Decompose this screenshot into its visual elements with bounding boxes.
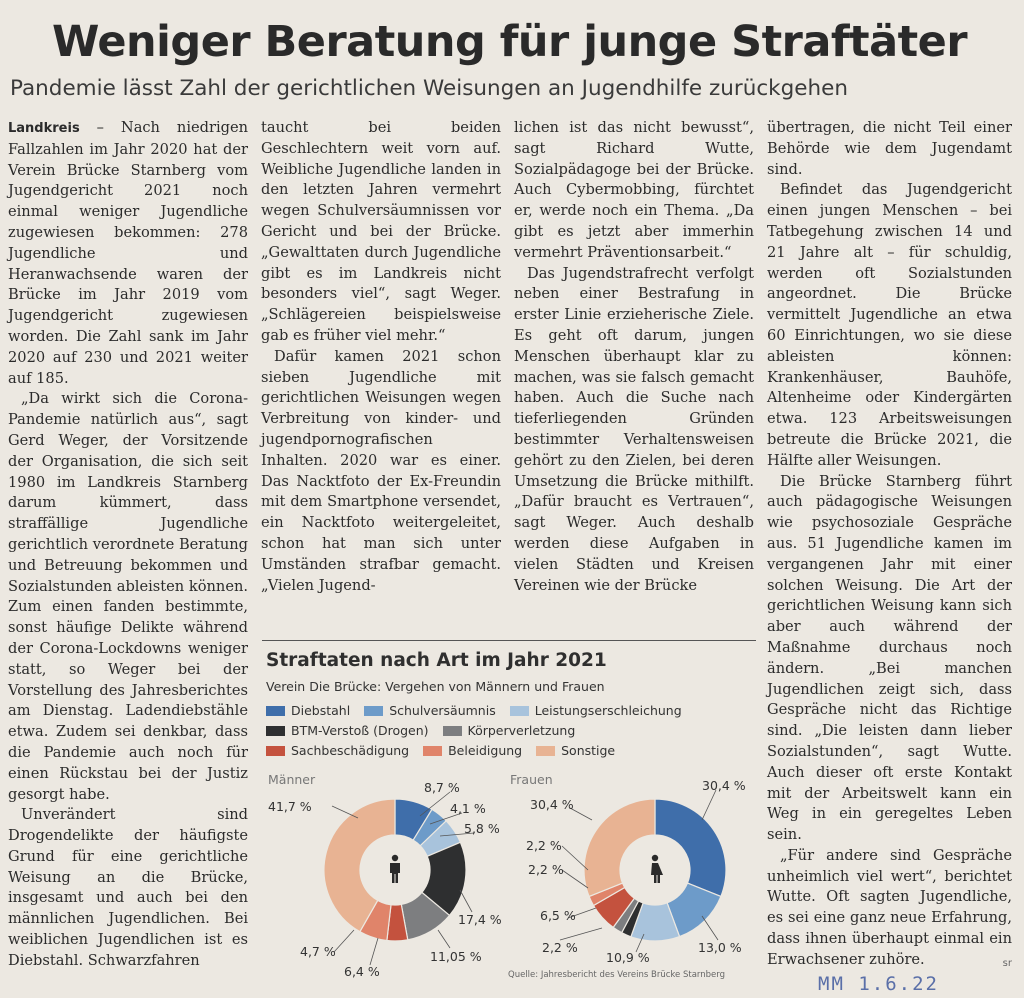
- pie-slice: [583, 798, 656, 898]
- legend-swatch: [423, 746, 443, 756]
- headline: Weniger Beratung für junge Straftäter: [52, 17, 968, 67]
- legend-item: Körperverletzung: [442, 723, 576, 738]
- leader-line: [701, 915, 719, 941]
- leader-line: [561, 845, 589, 871]
- pie-label: 17,4 %: [458, 912, 502, 927]
- infographic-top-rule: [262, 640, 756, 641]
- paragraph: „Für andere sind Gespräche unheimlich vi…: [767, 846, 1012, 971]
- paragraph: Befindet das Jugendgericht einen jungen …: [767, 181, 1012, 469]
- legend-label: Diebstahl: [291, 703, 351, 718]
- legend-item: Beleidigung: [423, 743, 522, 758]
- legend-swatch: [364, 706, 384, 716]
- paragraph: taucht bei beiden Geschlechtern weit vor…: [261, 119, 501, 344]
- leader-line: [459, 889, 473, 913]
- legend-label: Körperverletzung: [467, 723, 576, 738]
- leader-line: [439, 832, 475, 837]
- pie-label: 6,4 %: [344, 964, 380, 979]
- legend-swatch: [442, 726, 462, 736]
- legend-item: BTM-Verstoß (Drogen): [266, 723, 429, 738]
- pie-label: 10,9 %: [606, 950, 650, 965]
- article-column-1: Landkreis – Nach niedrigen Fallzahlen im…: [8, 118, 248, 984]
- legend-swatch: [266, 706, 285, 716]
- chart-legend: Diebstahl Schulversäumnis Leistungsersch…: [266, 702, 756, 762]
- pie-label: 6,5 %: [540, 908, 576, 923]
- leader-line: [635, 933, 645, 953]
- legend-swatch: [266, 746, 285, 756]
- legend-item: Leistungserschleichung: [509, 703, 682, 718]
- paragraph: Die Brücke Starnberg führt auch pädagogi…: [767, 472, 1012, 844]
- subheadline: Pandemie lässt Zahl der gerichtlichen We…: [10, 76, 848, 101]
- legend-row: Sachbeschädigung Beleidigung Sonstige: [266, 742, 756, 762]
- pie-label: 30,4 %: [702, 778, 746, 793]
- infographic: Straftaten nach Art im Jahr 2021 Verein …: [262, 640, 756, 992]
- pie-label: 11,05 %: [430, 949, 482, 964]
- paragraph: lichen ist das nicht bewusst“, sagt Rich…: [514, 119, 754, 261]
- chart-source: Quelle: Jahresbericht des Vereins Brücke…: [508, 970, 725, 980]
- leader-line: [429, 812, 463, 825]
- leader-line: [419, 791, 451, 817]
- legend-item: Sonstige: [536, 743, 615, 758]
- article-column-4: übertragen, die nicht Teil einer Behörde…: [767, 118, 1012, 984]
- pie-label: 30,4 %: [530, 797, 574, 812]
- legend-label: Sonstige: [561, 743, 616, 758]
- pie-label: 2,2 %: [528, 862, 564, 877]
- leader-line: [567, 907, 597, 919]
- paragraph: Landkreis – Nach niedrigen Fallzahlen im…: [8, 118, 248, 389]
- article-column-2: taucht bei beiden Geschlechtern weit vor…: [261, 118, 501, 618]
- pie-slice: [654, 798, 727, 898]
- article-column-3: lichen ist das nicht bewusst“, sagt Rich…: [514, 118, 754, 618]
- legend-label: Schulversäumnis: [389, 703, 496, 718]
- leader-line: [369, 937, 379, 966]
- handwritten-date-stamp: MM 1.6.22: [818, 973, 939, 995]
- pie-label: 4,7 %: [300, 944, 336, 959]
- legend-item: Schulversäumnis: [364, 703, 496, 718]
- chart-subtitle: Verein Die Brücke: Vergehen von Männern …: [266, 679, 605, 694]
- legend-label: BTM-Verstoß (Drogen): [291, 723, 429, 738]
- legend-item: Sachbeschädigung: [266, 743, 409, 758]
- legend-label: Beleidigung: [448, 743, 523, 758]
- pie-label: 2,2 %: [526, 838, 562, 853]
- author-initials: sr: [1002, 957, 1012, 969]
- legend-row: BTM-Verstoß (Drogen) Körperverletzung: [266, 722, 756, 742]
- paragraph: übertragen, die nicht Teil einer Behörde…: [767, 119, 1012, 178]
- paragraph: „Da wirkt sich die Corona-Pandemie natür…: [8, 390, 248, 803]
- legend-item: Diebstahl: [266, 703, 350, 718]
- female-icon: [651, 854, 663, 883]
- chart-title: Straftaten nach Art im Jahr 2021: [266, 650, 607, 671]
- pie-label: 8,7 %: [424, 780, 460, 795]
- pie-label: 41,7 %: [268, 799, 312, 814]
- legend-label: Leistungserschleichung: [534, 703, 682, 718]
- paragraph: Unverändert sind Drogendelikte der häufi…: [8, 806, 248, 969]
- group-label-frauen: Frauen: [510, 772, 553, 787]
- pie-label: 5,8 %: [464, 821, 500, 836]
- legend-swatch: [509, 706, 529, 716]
- pie-label: 2,2 %: [542, 940, 578, 955]
- paragraph-text: – Nach niedrigen Fallzahlen im Jahr 2020…: [8, 119, 248, 387]
- pie-label: 4,1 %: [450, 801, 486, 816]
- leader-line: [331, 805, 359, 819]
- leader-line: [701, 789, 717, 821]
- leader-line: [559, 927, 603, 941]
- dateline: Landkreis: [8, 121, 80, 136]
- pie-charts: [323, 789, 727, 966]
- legend-label: Sachbeschädigung: [291, 743, 410, 758]
- legend-row: Diebstahl Schulversäumnis Leistungsersch…: [266, 702, 756, 722]
- pie-label: 13,0 %: [698, 940, 742, 955]
- paragraph: Das Jugendstrafrecht verfolgt neben eine…: [514, 264, 754, 594]
- paragraph: Dafür kamen 2021 schon sieben Jugendlich…: [261, 347, 501, 594]
- leader-line: [569, 807, 593, 821]
- leader-line: [333, 929, 355, 953]
- legend-swatch: [266, 726, 285, 736]
- male-icon: [390, 854, 400, 883]
- leader-line: [437, 929, 451, 949]
- leader-line: [561, 869, 589, 889]
- pie-slice: [323, 798, 396, 933]
- paragraph-text: „Für andere sind Gespräche unheimlich vi…: [767, 846, 1012, 968]
- legend-swatch: [536, 746, 556, 756]
- group-label-maenner: Männer: [268, 772, 316, 787]
